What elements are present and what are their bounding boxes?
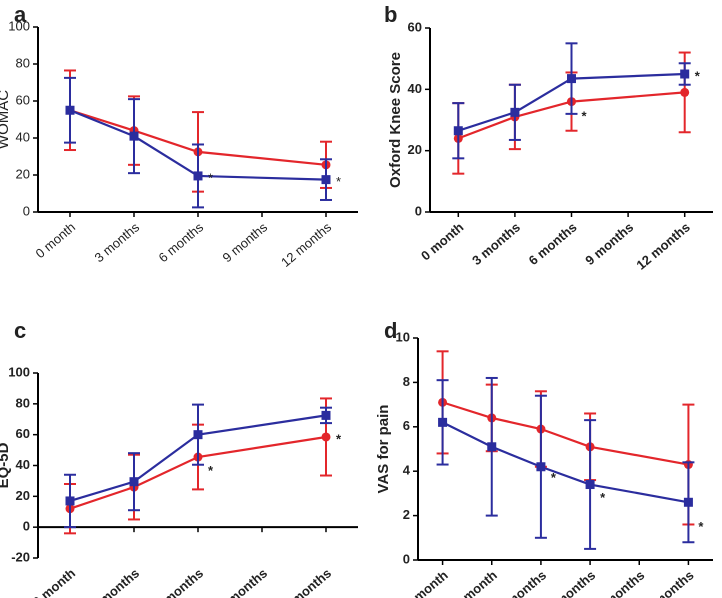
x-tick-label: 12 months [633, 219, 692, 272]
x-tick-label: 0 month [33, 219, 79, 261]
x-tick-label: 6 months [152, 565, 206, 598]
y-tick-label: -20 [11, 549, 30, 564]
y-tick-label: 40 [16, 457, 30, 472]
panel: c EQ-5D -20 0 20 40 60 80 100 0 month 3 months 6 mo… [0, 318, 358, 598]
series-line [69, 109, 327, 166]
y-tick-label: 6 [403, 418, 410, 433]
marker [567, 74, 576, 84]
x-tick-label: 6 months [544, 567, 598, 598]
panel-label: c [14, 318, 26, 343]
marker [193, 171, 203, 181]
y-axis-label: EQ-5D [0, 442, 12, 488]
x-tick-label: 3 months [495, 567, 549, 598]
series-line [457, 91, 685, 140]
y-tick-label: 4 [403, 463, 411, 478]
y-tick-label: 20 [16, 488, 30, 503]
marker [65, 105, 75, 115]
x-tick-label: 9 months [582, 219, 636, 268]
series-line [442, 401, 689, 466]
marker [585, 480, 595, 490]
marker [510, 107, 520, 117]
y-tick-label: 60 [408, 19, 422, 34]
panel: a WOMAC 0 20 40 60 80 100 0 month 3 months 6 month… [0, 2, 358, 270]
annotation: * [551, 470, 557, 485]
y-tick-label: 20 [408, 142, 422, 157]
y-tick-label: 0 [403, 551, 410, 566]
annotation: * [600, 490, 606, 505]
y-tick-label: 2 [403, 507, 410, 522]
annotation: * [336, 174, 341, 189]
annotation: * [695, 68, 701, 83]
y-tick-label: 40 [408, 81, 422, 96]
y-tick-label: 0 [23, 203, 30, 218]
y-tick-label: 100 [8, 364, 30, 379]
series-line [69, 414, 327, 503]
y-tick-label: 100 [8, 18, 30, 33]
panel: b Oxford Knee Score 0 20 40 60 0 month 3 months… [384, 2, 713, 273]
series-line [69, 435, 327, 510]
marker [536, 462, 546, 472]
panel-label: a [14, 2, 27, 27]
marker [321, 432, 331, 442]
marker [193, 430, 203, 440]
y-tick-label: 0 [415, 203, 422, 218]
annotation: * [582, 108, 588, 123]
x-tick-label: 12 months [275, 565, 334, 598]
y-tick-label: 80 [16, 55, 30, 70]
marker [321, 410, 331, 420]
x-tick-label: 1 month [452, 567, 500, 598]
y-tick-label: 60 [16, 92, 30, 107]
y-tick-label: 80 [16, 395, 30, 410]
series-line [442, 421, 689, 504]
x-tick-label: 0 month [402, 567, 450, 598]
y-tick-label: 60 [16, 426, 30, 441]
marker [683, 497, 693, 507]
x-tick-label: 9 months [593, 567, 647, 598]
y-axis-label: WOMAC [0, 90, 12, 149]
annotation: * [208, 170, 213, 185]
annotation: * [208, 463, 214, 478]
x-tick-label: 12 months [637, 567, 696, 598]
x-tick-label: 3 months [88, 565, 142, 598]
x-tick-label: 0 month [30, 565, 78, 598]
y-tick-label: 40 [16, 129, 30, 144]
x-tick-label: 12 months [278, 219, 335, 270]
marker [65, 496, 75, 506]
x-tick-label: 6 months [156, 219, 207, 265]
annotation: * [336, 431, 342, 446]
y-tick-label: 0 [23, 519, 30, 534]
marker [321, 175, 331, 185]
y-tick-label: 20 [16, 166, 30, 181]
y-tick-label: 8 [403, 374, 410, 389]
x-tick-label: 6 months [526, 219, 580, 268]
panel-label: d [384, 318, 397, 343]
series-line [69, 109, 327, 181]
x-tick-label: 9 months [216, 565, 270, 598]
marker [129, 477, 139, 487]
series-line [457, 72, 685, 132]
marker [680, 87, 690, 97]
x-tick-label: 3 months [92, 219, 143, 265]
marker [487, 442, 497, 452]
annotation: * [698, 519, 704, 534]
panel-label: b [384, 2, 397, 27]
marker [680, 69, 690, 79]
marker [438, 417, 448, 427]
y-axis-label: VAS for pain [375, 405, 392, 494]
marker [129, 131, 139, 141]
y-tick-label: 10 [396, 329, 410, 344]
x-tick-label: 9 months [220, 219, 271, 265]
y-axis-label: Oxford Knee Score [387, 52, 404, 188]
x-tick-label: 3 months [469, 219, 523, 268]
x-tick-label: 0 month [418, 219, 466, 263]
marker [453, 126, 463, 136]
